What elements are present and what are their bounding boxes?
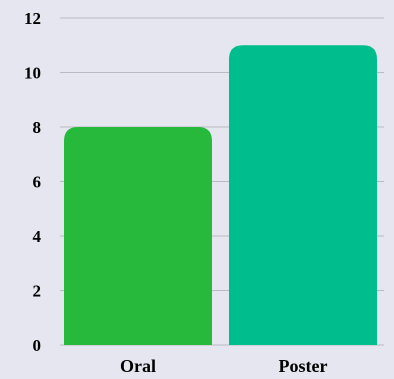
- y-tick-label: 6: [33, 173, 42, 192]
- y-tick-label: 2: [33, 282, 42, 301]
- y-tick-label: 12: [24, 9, 41, 28]
- y-tick-label: 8: [33, 118, 42, 137]
- bar-poster: [229, 45, 377, 345]
- x-category-label: Oral: [120, 356, 156, 376]
- y-axis-ticks: 0 2 4 6 8 10 12: [24, 9, 42, 355]
- bar-oral: [64, 127, 212, 345]
- y-tick-label: 10: [24, 64, 41, 83]
- y-tick-label: 4: [33, 227, 42, 246]
- x-axis-labels: Oral Poster: [120, 356, 327, 376]
- y-tick-label: 0: [33, 336, 42, 355]
- x-category-label: Poster: [279, 356, 328, 376]
- bars: [64, 45, 377, 345]
